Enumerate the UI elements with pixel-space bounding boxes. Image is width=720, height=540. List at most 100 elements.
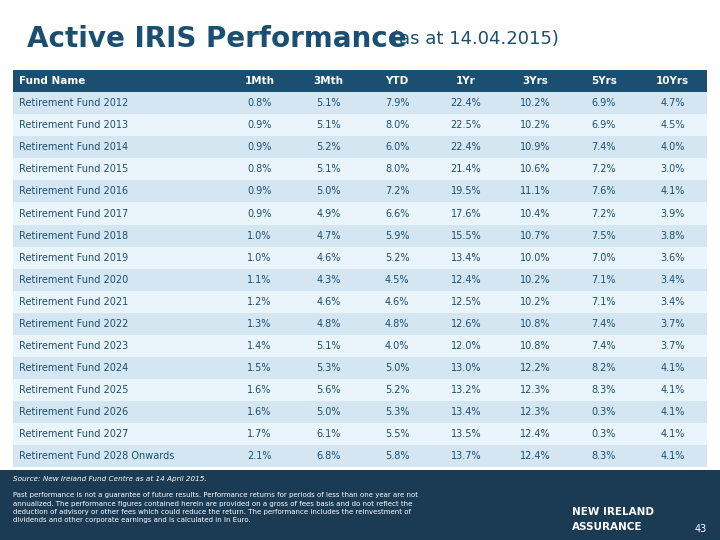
Bar <box>13 136 225 158</box>
Bar <box>638 70 707 92</box>
Text: 7.4%: 7.4% <box>592 341 616 351</box>
Text: 4.8%: 4.8% <box>385 319 410 329</box>
Bar <box>638 92 707 114</box>
Bar <box>13 158 225 180</box>
Bar <box>570 423 638 445</box>
Text: 21.4%: 21.4% <box>451 164 482 174</box>
Text: 4.7%: 4.7% <box>316 231 341 241</box>
Text: 5.0%: 5.0% <box>316 186 341 197</box>
Bar <box>363 180 431 202</box>
Text: 5.5%: 5.5% <box>385 429 410 439</box>
Text: 4.1%: 4.1% <box>660 451 685 461</box>
Text: 22.5%: 22.5% <box>451 120 482 130</box>
Text: 7.2%: 7.2% <box>591 208 616 219</box>
Text: 5.1%: 5.1% <box>316 98 341 109</box>
Bar <box>570 269 638 291</box>
Bar <box>638 136 707 158</box>
Bar <box>13 180 225 202</box>
Bar <box>13 357 225 379</box>
Bar <box>13 291 225 313</box>
Bar <box>225 247 294 268</box>
Text: 4.1%: 4.1% <box>660 186 685 197</box>
Text: 4.8%: 4.8% <box>316 319 341 329</box>
Bar <box>294 225 363 247</box>
Bar <box>294 357 363 379</box>
Bar <box>431 247 500 268</box>
Text: 6.9%: 6.9% <box>592 98 616 109</box>
Bar <box>225 291 294 313</box>
Bar <box>363 401 431 423</box>
Text: 5.2%: 5.2% <box>316 143 341 152</box>
Text: Retirement Fund 2016: Retirement Fund 2016 <box>19 186 127 197</box>
Bar <box>500 423 570 445</box>
Text: 1.6%: 1.6% <box>247 385 271 395</box>
Text: 7.5%: 7.5% <box>591 231 616 241</box>
Bar <box>13 225 225 247</box>
Text: (as at 14.04.2015): (as at 14.04.2015) <box>392 30 559 48</box>
Bar <box>638 158 707 180</box>
Bar <box>570 291 638 313</box>
Text: 0.8%: 0.8% <box>247 98 271 109</box>
Bar <box>500 136 570 158</box>
Bar <box>363 335 431 357</box>
Text: 1.2%: 1.2% <box>247 296 271 307</box>
Text: 1.7%: 1.7% <box>247 429 271 439</box>
Text: 4.9%: 4.9% <box>316 208 341 219</box>
Text: 3.8%: 3.8% <box>660 231 685 241</box>
Text: 1.5%: 1.5% <box>247 363 271 373</box>
Text: 0.8%: 0.8% <box>247 164 271 174</box>
Text: 4.5%: 4.5% <box>385 275 410 285</box>
Text: 17.6%: 17.6% <box>451 208 482 219</box>
Bar <box>500 202 570 225</box>
Bar <box>225 313 294 335</box>
Text: 10.4%: 10.4% <box>520 208 550 219</box>
Text: 4.1%: 4.1% <box>660 407 685 417</box>
Bar <box>225 335 294 357</box>
Text: 6.8%: 6.8% <box>316 451 341 461</box>
Text: 4.6%: 4.6% <box>385 296 410 307</box>
Text: Retirement Fund 2028 Onwards: Retirement Fund 2028 Onwards <box>19 451 174 461</box>
Bar <box>431 70 500 92</box>
Bar <box>500 180 570 202</box>
Bar <box>225 423 294 445</box>
Text: 5.1%: 5.1% <box>316 164 341 174</box>
Bar <box>500 379 570 401</box>
Text: Fund Name: Fund Name <box>19 76 85 86</box>
Bar <box>431 202 500 225</box>
Text: 5.8%: 5.8% <box>385 451 410 461</box>
Bar <box>225 136 294 158</box>
Bar <box>570 379 638 401</box>
Bar <box>13 401 225 423</box>
Bar <box>570 158 638 180</box>
Text: ASSURANCE: ASSURANCE <box>572 522 643 532</box>
Bar <box>225 269 294 291</box>
Bar <box>13 313 225 335</box>
Bar <box>431 335 500 357</box>
Text: 10.2%: 10.2% <box>520 120 550 130</box>
Bar <box>225 225 294 247</box>
Text: 3.4%: 3.4% <box>660 296 685 307</box>
Bar <box>294 445 363 467</box>
Bar <box>431 269 500 291</box>
Text: Retirement Fund 2026: Retirement Fund 2026 <box>19 407 127 417</box>
Text: 3Mth: 3Mth <box>313 76 343 86</box>
Text: 7.0%: 7.0% <box>592 253 616 262</box>
Text: 22.4%: 22.4% <box>451 143 482 152</box>
Text: 4.5%: 4.5% <box>660 120 685 130</box>
Text: 11.1%: 11.1% <box>520 186 550 197</box>
Bar <box>363 225 431 247</box>
Text: 12.5%: 12.5% <box>451 296 482 307</box>
Text: Retirement Fund 2027: Retirement Fund 2027 <box>19 429 128 439</box>
Bar <box>570 247 638 268</box>
Text: 7.4%: 7.4% <box>592 143 616 152</box>
Bar <box>431 136 500 158</box>
Text: Active IRIS Performance: Active IRIS Performance <box>27 25 407 52</box>
Bar <box>431 357 500 379</box>
Bar <box>294 313 363 335</box>
Bar <box>500 357 570 379</box>
Bar <box>363 70 431 92</box>
Text: 8.2%: 8.2% <box>592 363 616 373</box>
Text: 5.3%: 5.3% <box>385 407 410 417</box>
Bar <box>638 291 707 313</box>
Bar <box>638 247 707 268</box>
